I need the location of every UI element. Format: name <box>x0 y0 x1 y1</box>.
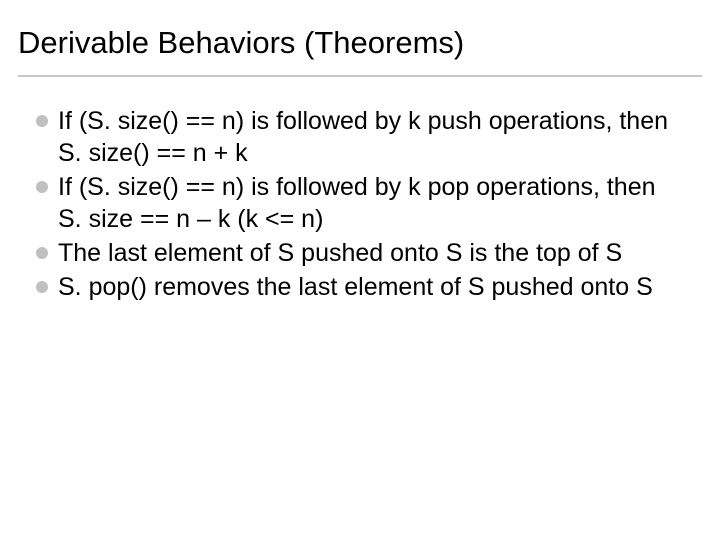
bullet-dot-icon <box>36 281 48 293</box>
bullet-text: S. pop() removes the last element of S p… <box>58 271 684 303</box>
bullet-dot-icon <box>36 247 48 259</box>
bullet-text: The last element of S pushed onto S is t… <box>58 237 684 269</box>
slide-title: Derivable Behaviors (Theorems) <box>18 24 702 61</box>
bullet-dot-icon <box>36 115 48 127</box>
bullet-text: If (S. size() == n) is followed by k pus… <box>58 105 684 169</box>
list-item: The last element of S pushed onto S is t… <box>36 237 684 269</box>
slide-body: If (S. size() == n) is followed by k pus… <box>0 77 720 303</box>
bullet-list: If (S. size() == n) is followed by k pus… <box>36 105 684 303</box>
bullet-text: If (S. size() == n) is followed by k pop… <box>58 171 684 235</box>
list-item: If (S. size() == n) is followed by k pus… <box>36 105 684 169</box>
list-item: If (S. size() == n) is followed by k pop… <box>36 171 684 235</box>
title-wrap: Derivable Behaviors (Theorems) <box>0 0 720 69</box>
list-item: S. pop() removes the last element of S p… <box>36 271 684 303</box>
bullet-dot-icon <box>36 181 48 193</box>
slide: Derivable Behaviors (Theorems) If (S. si… <box>0 0 720 540</box>
